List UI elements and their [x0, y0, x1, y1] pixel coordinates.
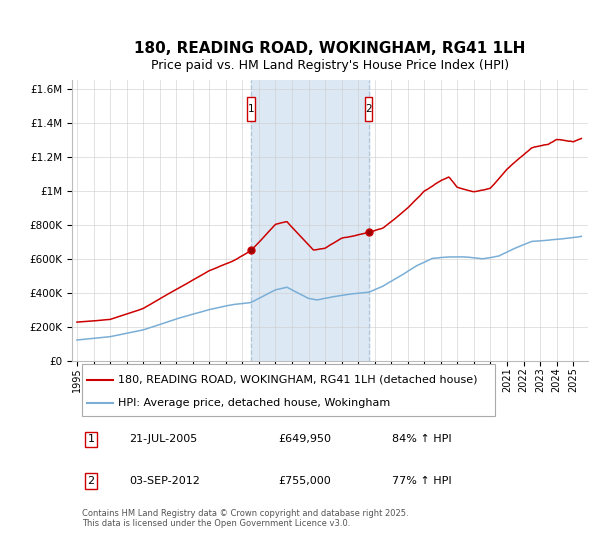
Text: Price paid vs. HM Land Registry's House Price Index (HPI): Price paid vs. HM Land Registry's House …	[151, 59, 509, 72]
Text: 180, READING ROAD, WOKINGHAM, RG41 1LH: 180, READING ROAD, WOKINGHAM, RG41 1LH	[134, 41, 526, 56]
FancyBboxPatch shape	[82, 364, 495, 416]
Text: £649,950: £649,950	[278, 435, 331, 445]
FancyBboxPatch shape	[247, 97, 255, 121]
Text: £755,000: £755,000	[278, 476, 331, 486]
Text: 2: 2	[365, 104, 372, 114]
Text: 21-JUL-2005: 21-JUL-2005	[129, 435, 197, 445]
Text: HPI: Average price, detached house, Wokingham: HPI: Average price, detached house, Woki…	[118, 398, 391, 408]
Text: 84% ↑ HPI: 84% ↑ HPI	[392, 435, 452, 445]
Text: 1: 1	[88, 435, 94, 445]
Text: 1: 1	[248, 104, 254, 114]
Text: 180, READING ROAD, WOKINGHAM, RG41 1LH (detached house): 180, READING ROAD, WOKINGHAM, RG41 1LH (…	[118, 375, 478, 385]
Text: Contains HM Land Registry data © Crown copyright and database right 2025.
This d: Contains HM Land Registry data © Crown c…	[82, 509, 409, 528]
Bar	[251, 80, 368, 361]
Text: 03-SEP-2012: 03-SEP-2012	[129, 476, 200, 486]
Text: 77% ↑ HPI: 77% ↑ HPI	[392, 476, 452, 486]
FancyBboxPatch shape	[365, 97, 372, 121]
Text: 2: 2	[88, 476, 95, 486]
